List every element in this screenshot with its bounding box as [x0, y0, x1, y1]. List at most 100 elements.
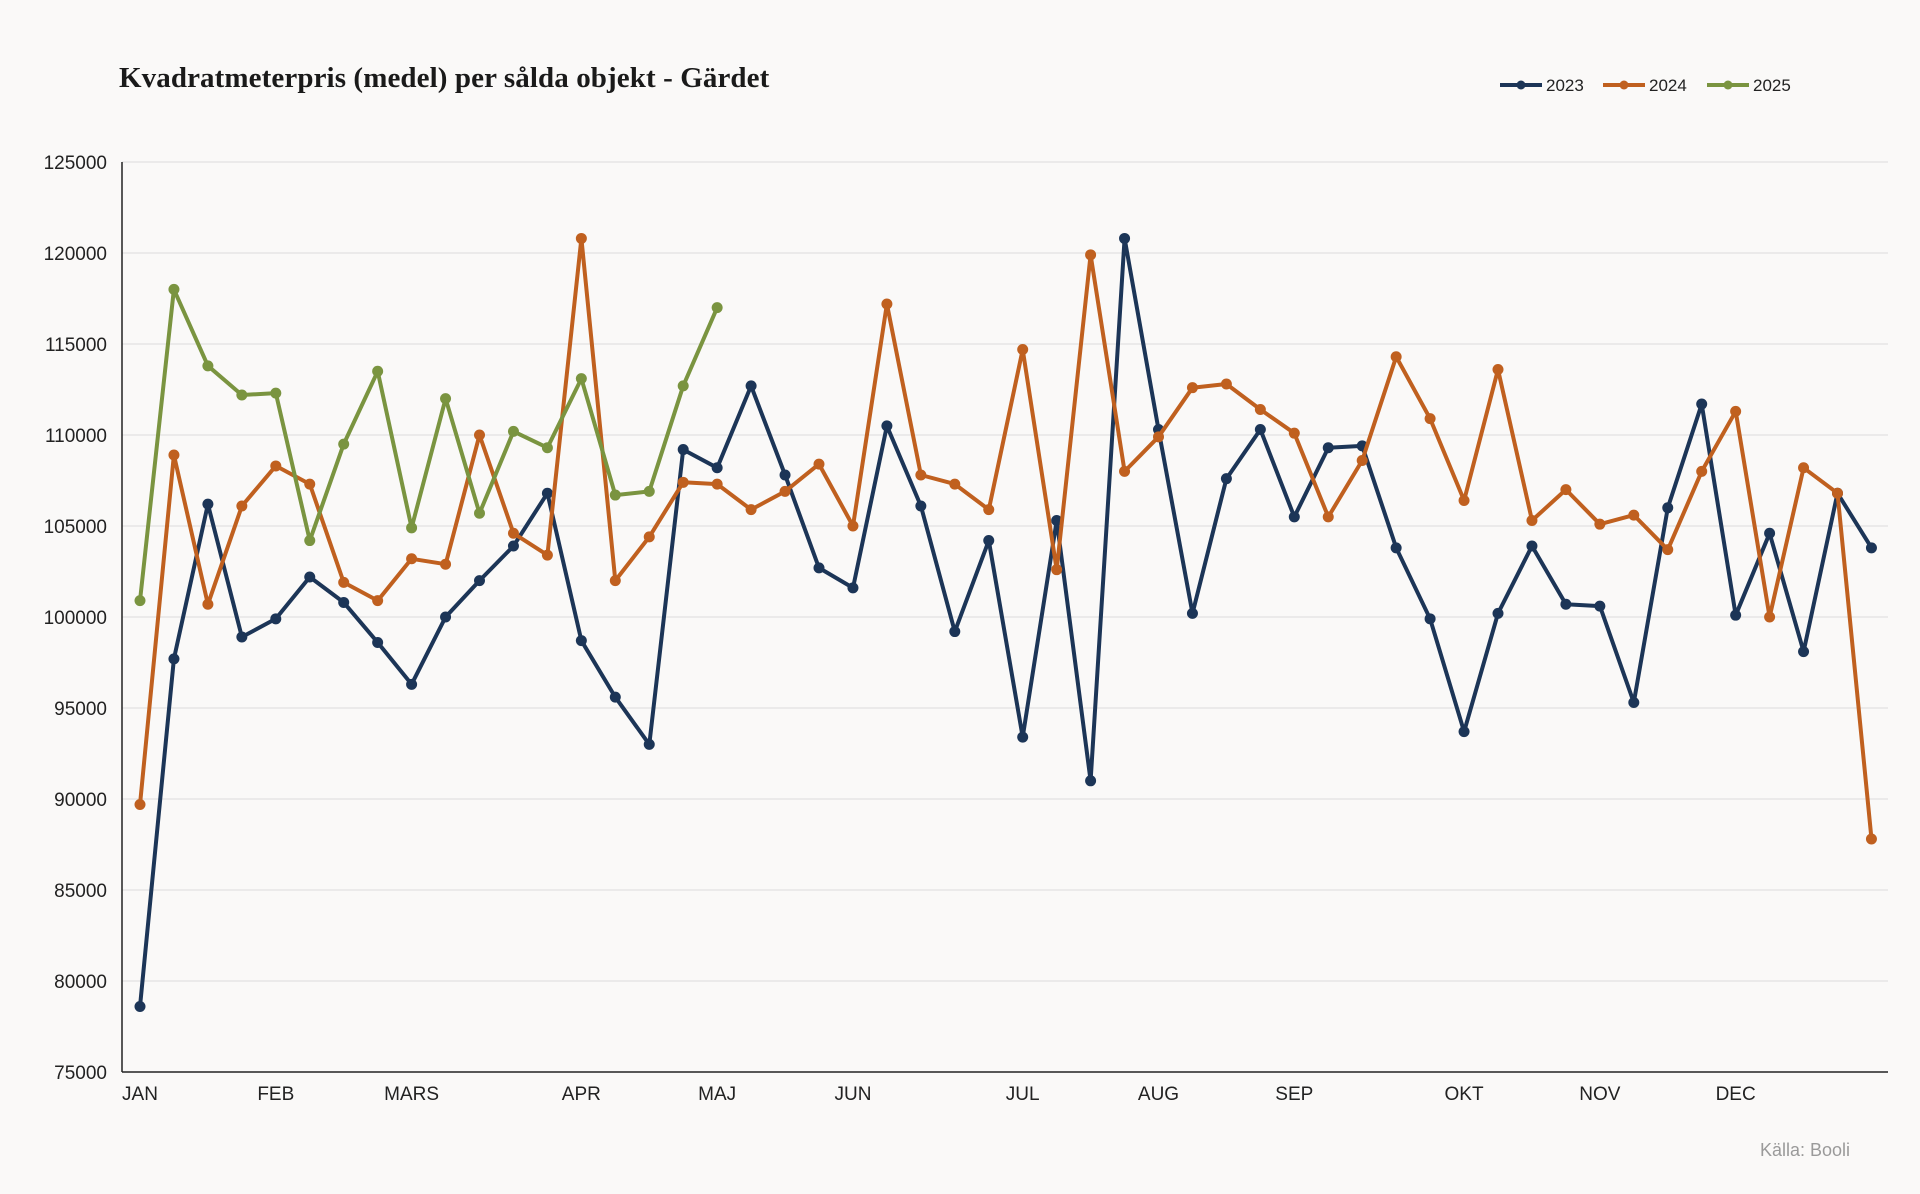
- data-point: [406, 522, 418, 534]
- x-tick-label: FEB: [257, 1084, 294, 1105]
- data-point: [1119, 465, 1131, 477]
- legend-label: 2023: [1546, 76, 1584, 95]
- x-tick-label: JUL: [1006, 1084, 1040, 1105]
- data-point: [134, 1000, 146, 1012]
- data-point: [1865, 542, 1877, 554]
- y-tick-label: 90000: [54, 790, 107, 811]
- data-point: [474, 429, 485, 441]
- data-point: [1832, 487, 1843, 499]
- data-point: [236, 631, 248, 643]
- data-point: [915, 500, 927, 512]
- data-point: [202, 498, 214, 510]
- x-tick-label: AUG: [1138, 1084, 1179, 1105]
- legend-item-2025: 2025: [1707, 76, 1791, 95]
- y-axis: 75000 80000 85000 90000 95000 100000 105000 110…: [44, 153, 123, 1084]
- x-tick-label: JUN: [834, 1084, 871, 1105]
- data-point: [474, 575, 485, 587]
- data-point: [711, 478, 723, 490]
- legend-item-2023: 2023: [1500, 76, 1584, 95]
- data-point: [134, 798, 146, 810]
- legend-item-2024: 2024: [1603, 76, 1687, 95]
- legend-swatch-marker: [1619, 80, 1629, 90]
- x-tick-label: OKT: [1445, 1084, 1484, 1105]
- data-point: [1865, 833, 1877, 845]
- data-point: [1254, 424, 1266, 436]
- legend-swatch-marker: [1516, 80, 1526, 90]
- data-point: [779, 485, 791, 497]
- data-point: [1288, 511, 1300, 523]
- data-point: [338, 596, 350, 608]
- data-point: [1662, 544, 1674, 556]
- x-axis: JAN FEB MARS APR MAJ JUN JUL AUG SEP OKT NOV DEC: [122, 1071, 1888, 1105]
- data-point: [881, 298, 893, 310]
- data-point: [847, 520, 859, 532]
- y-tick-label: 105000: [44, 517, 107, 538]
- data-point: [1322, 511, 1334, 523]
- data-point: [813, 562, 825, 574]
- y-tick-label: 75000: [54, 1063, 107, 1084]
- data-point: [643, 531, 655, 543]
- data-point: [1764, 527, 1776, 539]
- data-point: [1798, 462, 1810, 474]
- data-point: [881, 420, 893, 432]
- data-point: [1662, 502, 1674, 514]
- x-tick-label: NOV: [1579, 1084, 1621, 1105]
- legend: 2023 2024 2025: [1500, 76, 1791, 95]
- y-tick-label: 125000: [44, 153, 107, 174]
- data-point: [677, 380, 689, 392]
- data-point: [304, 571, 316, 583]
- data-point: [1085, 775, 1097, 787]
- data-point: [949, 478, 961, 490]
- data-point: [541, 487, 553, 499]
- data-point: [1696, 465, 1708, 477]
- data-point: [338, 576, 350, 588]
- y-tick-label: 100000: [44, 608, 107, 629]
- x-tick-label: MARS: [384, 1084, 439, 1105]
- data-point: [406, 678, 418, 690]
- y-tick-label: 95000: [54, 699, 107, 720]
- data-point: [1730, 405, 1742, 417]
- data-point: [779, 469, 791, 481]
- chart-title: Kvadratmeterpris (medel) per sålda objek…: [119, 62, 770, 94]
- data-point: [1696, 398, 1708, 410]
- data-point: [1153, 431, 1164, 443]
- data-point: [1424, 413, 1436, 425]
- data-point: [202, 360, 214, 372]
- data-point: [1220, 378, 1232, 390]
- data-point: [134, 595, 146, 607]
- data-point: [609, 691, 621, 703]
- data-point: [541, 549, 553, 561]
- data-point: [270, 387, 282, 399]
- legend-label: 2024: [1649, 76, 1687, 95]
- data-point: [236, 500, 248, 512]
- series-line: [138, 287, 720, 603]
- data-point: [677, 444, 689, 456]
- data-point: [983, 504, 995, 516]
- series-2023: [134, 232, 1877, 1012]
- data-point: [1186, 382, 1198, 394]
- data-point: [1288, 427, 1300, 439]
- data-point: [1492, 363, 1504, 375]
- data-point: [1458, 495, 1470, 507]
- data-point: [507, 527, 519, 539]
- data-point: [270, 613, 282, 625]
- x-tick-label: MAJ: [698, 1084, 736, 1105]
- data-point: [949, 626, 961, 638]
- data-point: [1390, 542, 1402, 554]
- y-tick-label: 80000: [54, 972, 107, 993]
- data-point: [440, 611, 452, 623]
- data-point: [304, 478, 316, 490]
- gridlines: [122, 161, 1888, 982]
- series-line: [138, 236, 1874, 841]
- data-point: [1458, 726, 1470, 738]
- x-tick-label: APR: [562, 1084, 601, 1105]
- data-point: [915, 469, 927, 481]
- data-point: [1017, 731, 1029, 743]
- data-point: [1051, 564, 1063, 576]
- data-point: [1730, 609, 1742, 621]
- y-tick-label: 115000: [45, 335, 107, 356]
- data-point: [745, 504, 757, 516]
- data-point: [1628, 697, 1640, 709]
- data-point: [1526, 540, 1538, 552]
